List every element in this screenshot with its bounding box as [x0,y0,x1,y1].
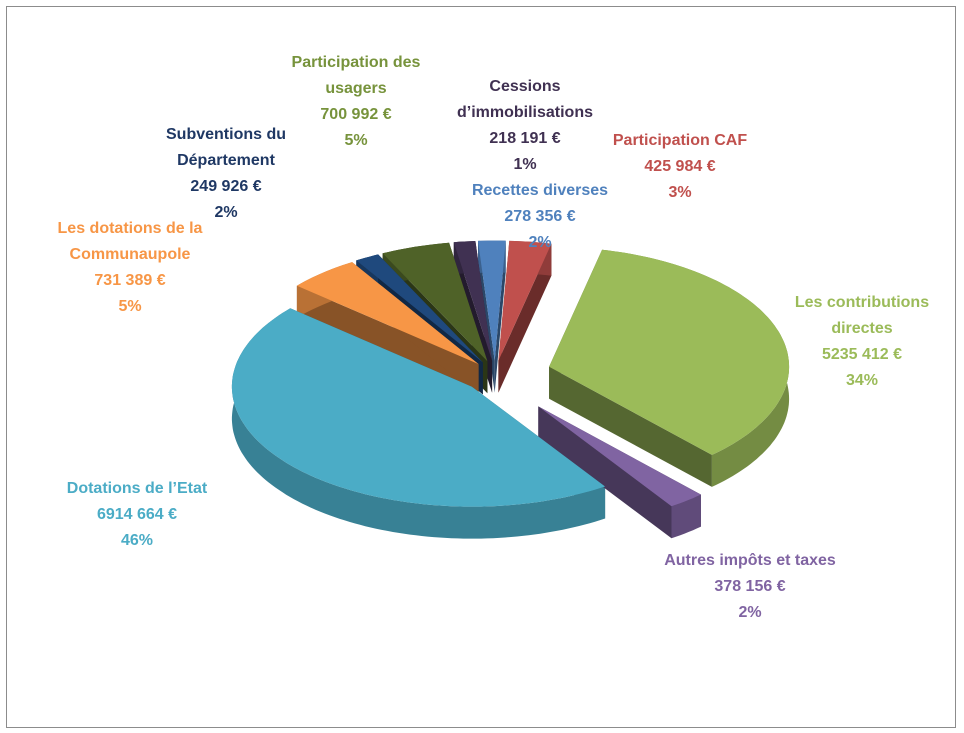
slice [478,240,506,361]
slice [538,406,701,507]
label-percent: 46% [120,532,154,549]
slice [356,254,483,363]
label-value: 6914 664 € [96,506,178,523]
label-name: Participation des usagers [291,54,421,97]
slice-side [538,406,672,539]
label-name: Cessions d’immobilisations [456,78,593,121]
slice [549,249,790,455]
label-percent: 5% [344,132,368,149]
label-percent: 2% [738,604,762,621]
slice-side [671,494,701,539]
label-name: Subventions du Département [166,126,286,169]
data-label: Dotations de l’Etat 6914 664 € 46% [27,476,247,554]
label-name: Les dotations de la Communaupole [57,220,203,263]
label-percent: 3% [668,184,692,201]
label-percent: 2% [528,234,552,251]
label-percent: 1% [513,156,537,173]
label-value: 278 356 € [504,208,576,225]
slice-side [494,240,506,393]
slice [453,241,493,361]
data-label: Autres impôts et taxes 378 156 € 2% [663,548,838,626]
label-value: 5235 412 € [821,346,903,363]
label-value: 731 389 € [94,272,166,289]
label-value: 249 926 € [190,178,262,195]
slice [382,242,488,362]
slice [296,262,479,365]
data-label: Les contributions directes 5235 412 € 34% [775,290,950,394]
label-name: Participation CAF [612,132,748,149]
label-value: 378 156 € [714,578,786,595]
label-value: 218 191 € [489,130,561,147]
label-name: Autres impôts et taxes [664,552,836,569]
slice-side [296,285,479,397]
label-name: Dotations de l’Etat [66,480,208,497]
chart-frame [6,6,956,728]
data-label: Recettes diverses 278 356 € 2% [440,178,640,256]
label-percent: 34% [845,372,879,389]
slice [231,308,606,507]
label-percent: 2% [214,204,238,221]
data-label: Participation CAF 425 984 € 3% [585,128,775,206]
data-label: Subventions du Département 249 926 € 2% [146,122,306,226]
label-name: Recettes diverses [471,182,609,199]
label-value: 700 992 € [320,106,392,123]
label-percent: 5% [118,298,142,315]
label-name: Les contributions directes [794,294,930,337]
slice-side [498,243,552,393]
slice [498,240,552,361]
data-label: Les dotations de la Communaupole 731 389 … [30,216,230,320]
slice-side [549,366,712,487]
data-label: Cessions d’immobilisations 218 191 € 1% [443,74,608,178]
label-value: 425 984 € [644,158,716,175]
data-label: Participation des usagers 700 992 € 5% [266,50,446,154]
